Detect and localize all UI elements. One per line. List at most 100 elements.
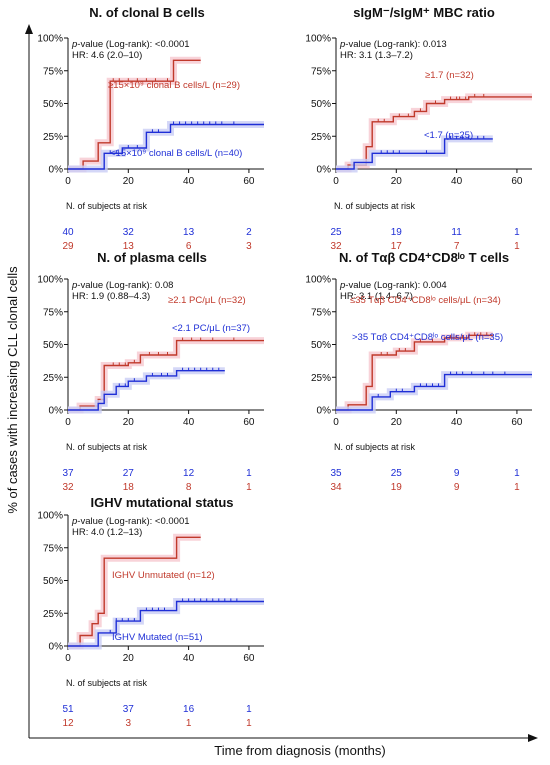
- hr-text: HR: 4.0 (1.2–13): [72, 527, 142, 538]
- panel-title: N. of plasma cells: [97, 250, 207, 265]
- risk-table-title: N. of subjects at risk: [66, 442, 148, 452]
- risk-count-blue: 40: [62, 227, 74, 238]
- y-tick-label: 100%: [37, 275, 63, 286]
- hr-text: HR: 1.9 (0.88–4.3): [72, 291, 150, 302]
- curve-label-blue: IGHV Mutated (n=51): [112, 632, 203, 643]
- x-tick-label: 20: [391, 417, 403, 428]
- x-tick-label: 60: [243, 176, 255, 187]
- risk-count-blue: 1: [246, 468, 252, 479]
- x-tick-label: 40: [183, 176, 195, 187]
- curve-label-blue: <2.1 PC/μL (n=37): [172, 323, 250, 334]
- km-curve-red: [68, 59, 201, 170]
- risk-count-blue: 9: [454, 468, 460, 479]
- risk-count-red: 1: [186, 718, 192, 729]
- risk-count-blue: 25: [391, 468, 403, 479]
- hr-text: HR: 3.1 (1.3–7.2): [340, 50, 413, 61]
- y-tick-label: 100%: [37, 34, 63, 45]
- y-tick-label: 25%: [43, 609, 63, 620]
- km-panel: N. of Tαβ CD4⁺CD8ˡᵒ T cells0%25%50%75%10…: [305, 250, 532, 493]
- risk-count-red: 19: [391, 482, 403, 493]
- risk-table-title: N. of subjects at risk: [66, 678, 148, 688]
- risk-count-blue: 11: [451, 227, 462, 238]
- pvalue-text: p-value (Log-rank): 0.013: [339, 39, 447, 50]
- risk-count-red: 13: [123, 241, 135, 252]
- y-tick-label: 0%: [317, 406, 332, 417]
- y-tick-label: 75%: [43, 307, 63, 318]
- x-tick-label: 60: [243, 417, 255, 428]
- panel-title: IGHV mutational status: [90, 495, 233, 510]
- pvalue-text: p-value (Log-rank): <0.0001: [71, 516, 190, 527]
- risk-table-title: N. of subjects at risk: [334, 201, 416, 211]
- curve-label-blue: >35 Tαβ CD4⁺CD8ˡᵒ cells/μL (n=35): [352, 332, 503, 343]
- y-tick-label: 50%: [43, 99, 63, 110]
- x-tick-label: 40: [183, 417, 195, 428]
- curve-label-red: ≥15×10⁹ clonal B cells/L (n=29): [108, 80, 240, 91]
- curve-label-red: ≥1.7 (n=32): [425, 70, 474, 81]
- risk-count-blue: 1: [246, 704, 252, 715]
- risk-count-red: 32: [62, 482, 74, 493]
- km-curve-blue: [68, 123, 264, 170]
- risk-count-red: 1: [246, 718, 252, 729]
- risk-count-red: 6: [186, 241, 192, 252]
- y-tick-label: 0%: [49, 642, 64, 653]
- y-tick-label: 0%: [49, 165, 64, 176]
- x-tick-label: 0: [65, 417, 71, 428]
- x-tick-label: 0: [65, 176, 71, 187]
- risk-count-red: 32: [330, 241, 342, 252]
- risk-count-blue: 37: [62, 468, 74, 479]
- km-curve-red: [68, 339, 264, 411]
- hr-text: HR: 3.1 (1.4–6.7): [340, 291, 413, 302]
- x-tick-label: 20: [123, 417, 135, 428]
- risk-count-blue: 16: [183, 704, 195, 715]
- risk-count-blue: 13: [183, 227, 195, 238]
- confidence-band: [68, 533, 201, 650]
- curve-label-red: ≥2.1 PC/μL (n=32): [168, 295, 246, 306]
- risk-count-red: 17: [391, 241, 403, 252]
- x-tick-label: 40: [451, 176, 463, 187]
- risk-count-red: 1: [246, 482, 252, 493]
- y-tick-label: 0%: [317, 165, 332, 176]
- risk-count-blue: 25: [330, 227, 342, 238]
- risk-table-title: N. of subjects at risk: [66, 201, 148, 211]
- figure-xlabel: Time from diagnosis (months): [214, 743, 385, 758]
- panel-title: sIgM⁻/sIgM⁺ MBC ratio: [353, 5, 495, 20]
- x-tick-label: 40: [183, 653, 195, 664]
- x-tick-label: 0: [333, 176, 339, 187]
- figure-y-arrowhead: [25, 24, 33, 34]
- km-curve-blue: [68, 370, 225, 411]
- km-panel: N. of plasma cells 0% 25% 50% 75% 100% 0 20 40 60…: [37, 250, 264, 493]
- curve-label-blue: <15×10⁹ clonal B cells/L (n=40): [110, 148, 242, 159]
- risk-count-blue: 1: [514, 227, 520, 238]
- km-curve-blue: [336, 138, 493, 170]
- risk-count-red: 18: [123, 482, 135, 493]
- y-tick-label: 25%: [311, 373, 331, 384]
- risk-count-red: 9: [454, 482, 460, 493]
- risk-count-blue: 19: [391, 227, 403, 238]
- risk-count-blue: 32: [123, 227, 135, 238]
- y-tick-label: 25%: [43, 132, 63, 143]
- risk-count-red: 1: [514, 241, 520, 252]
- risk-count-red: 3: [126, 718, 132, 729]
- y-tick-label: 100%: [305, 275, 331, 286]
- figure-ylabel: % of cases with increasing CLL clonal ce…: [5, 266, 20, 514]
- panel-title: N. of clonal B cells: [89, 5, 205, 20]
- y-tick-label: 75%: [311, 307, 331, 318]
- risk-count-red: 1: [514, 482, 520, 493]
- x-tick-label: 60: [511, 417, 523, 428]
- km-curve-red: [68, 536, 201, 647]
- y-tick-label: 75%: [311, 66, 331, 77]
- risk-count-red: 8: [186, 482, 192, 493]
- risk-count-red: 12: [62, 718, 74, 729]
- risk-count-blue: 1: [514, 468, 520, 479]
- risk-count-red: 29: [62, 241, 74, 252]
- risk-count-blue: 2: [246, 227, 252, 238]
- km-panel: sIgM⁻/sIgM⁺ MBC ratio 0% 25% 50% 75% 100% 0 20 4…: [305, 5, 532, 252]
- y-tick-label: 0%: [49, 406, 64, 417]
- risk-count-red: 3: [246, 241, 252, 252]
- risk-count-blue: 35: [330, 468, 342, 479]
- y-tick-label: 50%: [311, 99, 331, 110]
- risk-count-blue: 27: [123, 468, 135, 479]
- pvalue-text: p-value (Log-rank): 0.08: [71, 280, 173, 291]
- y-tick-label: 50%: [43, 576, 63, 587]
